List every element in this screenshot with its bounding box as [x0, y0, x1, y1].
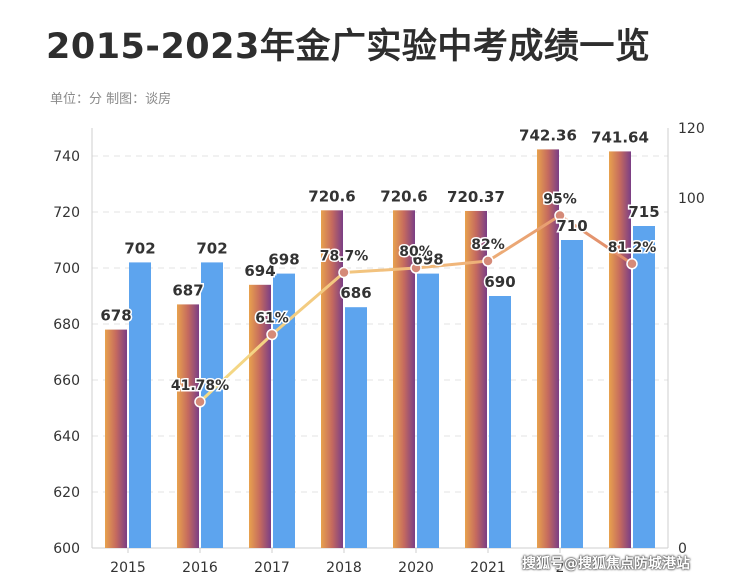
- bar-series-2: [561, 240, 583, 548]
- bar-series-2: [417, 273, 439, 548]
- bar-series-1: [321, 210, 343, 548]
- chart-subtitle: 单位：分 制图：谈房: [50, 92, 172, 107]
- rate-line-point: [626, 258, 638, 270]
- y-left-tick-label: 660: [53, 373, 80, 389]
- data-label-series-1: 742.36: [519, 126, 577, 144]
- data-label-rate: 78.7%: [320, 249, 369, 265]
- bar-series-1: [465, 210, 487, 549]
- grid-lines: [92, 155, 668, 493]
- rate-line-point: [338, 266, 350, 279]
- data-label-series-1: 687: [172, 281, 203, 299]
- y-left-tick-label: 600: [53, 541, 80, 557]
- x-tick-label: 2015: [110, 560, 146, 576]
- rate-line-point: [482, 255, 494, 267]
- data-label-series-2: 686: [340, 284, 371, 302]
- bar-series-2: [633, 226, 655, 548]
- data-label-rate: 80%: [399, 244, 433, 260]
- data-label-series-1: 741.64: [591, 128, 649, 146]
- y-right-tick-label: 120: [678, 121, 705, 137]
- bar-series-2: [201, 262, 223, 548]
- data-label-rate: 41.78%: [171, 378, 229, 394]
- bars: [105, 149, 655, 549]
- data-label-series-1: 694: [244, 262, 275, 280]
- data-label-series-1: 720.37: [447, 188, 505, 206]
- x-tick-label: 2020: [398, 560, 434, 576]
- x-tick-label: 2021: [470, 560, 506, 576]
- data-label-series-2: 702: [196, 239, 227, 257]
- data-label-rate: 61%: [255, 311, 289, 327]
- x-tick-label: 2: [556, 560, 565, 576]
- data-label-series-2: 690: [484, 273, 515, 291]
- y-left-tick-label: 620: [53, 485, 80, 501]
- data-label-series-2: 698: [412, 251, 443, 269]
- rate-line-point: [194, 396, 206, 408]
- rate-line-point: [554, 209, 566, 222]
- bar-series-2: [273, 273, 295, 548]
- y-left-tick-label: 640: [53, 429, 80, 445]
- y-left-tick-label: 700: [53, 261, 80, 277]
- bar-series-2: [345, 307, 367, 548]
- data-labels: 678 687 694 720.6 720.6 720.37 742.36 741.64 702…: [99, 125, 661, 395]
- watermark-text: 搜狐号@搜狐焦点防城港站: [522, 556, 690, 572]
- rate-line-point: [266, 328, 278, 341]
- x-tick-label: 2018: [326, 560, 362, 576]
- data-label-series-2: 715: [628, 203, 659, 221]
- x-tick-label: 2017: [254, 560, 290, 576]
- data-label-series-2: 710: [556, 217, 587, 235]
- y-left-tick-label: 680: [53, 317, 80, 333]
- y-right-tick-label: 100: [678, 191, 705, 207]
- data-label-rate: 81.2%: [608, 240, 657, 256]
- y-left-tick-label: 740: [53, 149, 80, 165]
- bar-series-1: [105, 329, 127, 548]
- bar-series-1: [177, 304, 199, 548]
- data-label-rate: 82%: [471, 237, 505, 253]
- bar-series-2: [129, 262, 151, 548]
- rate-line-point: [410, 262, 422, 274]
- rate-line: [194, 209, 638, 408]
- data-label-series-1: 720.6: [308, 187, 355, 205]
- data-label-series-2: 702: [124, 239, 155, 257]
- bar-series-1: [393, 210, 415, 548]
- bar-series-1: [537, 149, 559, 548]
- y-right-tick-label: 0: [678, 541, 687, 557]
- bar-series-2: [489, 296, 511, 548]
- data-label-series-2: 698: [268, 251, 299, 269]
- y-left-tick-label: 720: [53, 205, 80, 221]
- chart-title: 2015-2023年金广实验中考成绩一览: [46, 27, 651, 67]
- data-label-series-1: 720.6: [380, 187, 427, 205]
- x-tick-label: 2016: [182, 560, 218, 576]
- data-label-rate: 95%: [543, 192, 577, 208]
- data-label-series-1: 678: [100, 307, 131, 325]
